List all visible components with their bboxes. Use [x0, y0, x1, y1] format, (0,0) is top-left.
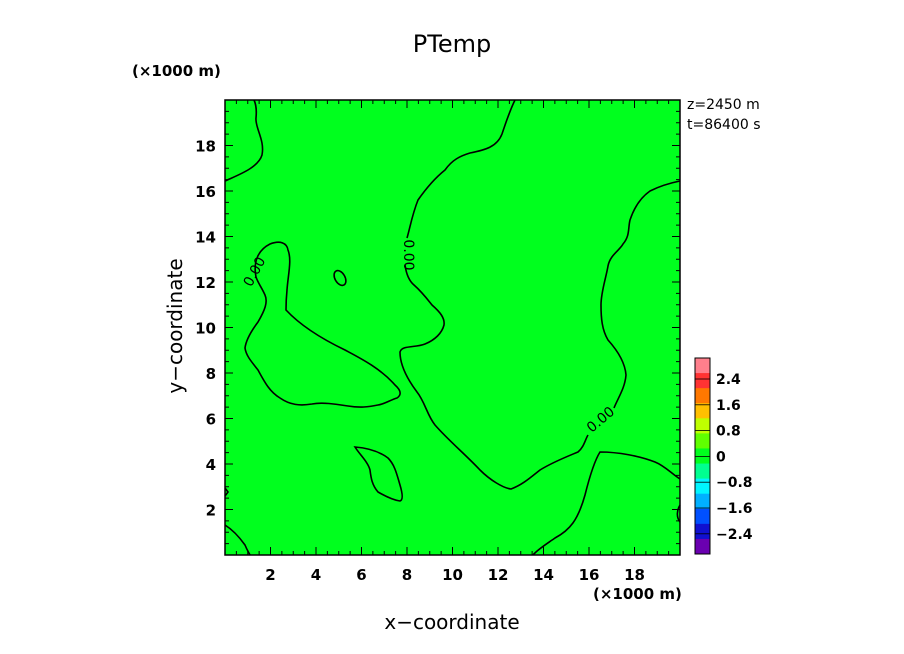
x-tick-label: 6 — [356, 566, 366, 584]
time-label: t=86400 s — [687, 117, 761, 133]
y-tick-label: 2 — [206, 502, 216, 520]
x-axis-label-text: x−coordinate — [384, 610, 520, 634]
axes: 2 4 6 8 10 12 14 16 18 2 4 6 8 10 12 14 16 18 — [195, 99, 681, 584]
chart-title: PTemp — [412, 30, 492, 58]
colorbar-segment — [695, 403, 710, 419]
x-tick-label: 16 — [579, 566, 600, 584]
x-tick-label: 10 — [442, 566, 463, 584]
colorbar-segment — [695, 358, 710, 374]
colorbar-segment — [695, 418, 710, 434]
x-tick-label: 18 — [624, 566, 645, 584]
colorbar-tick-label: −0.8 — [716, 475, 753, 491]
y-tick-label: 10 — [195, 320, 216, 338]
x-tick-label: 14 — [533, 566, 554, 584]
contour-lower-right — [532, 451, 681, 556]
colorbar-tick-label: −1.6 — [716, 501, 753, 517]
y-tick-label: 14 — [195, 229, 216, 247]
colorbar-segment — [695, 478, 710, 495]
contour-south-lobe — [353, 446, 404, 502]
x-tick-label: 8 — [402, 566, 412, 584]
colorbar-tick-label: 0.8 — [716, 424, 741, 440]
z-level-label: z=2450 m — [687, 97, 760, 113]
contour-level-label: 0.00 — [400, 239, 416, 270]
colorbar-tick-label: 0 — [716, 449, 726, 465]
colorbar-segment — [695, 508, 710, 525]
colorbar-segment — [695, 433, 710, 449]
colorbar-tick-label: 2.4 — [716, 372, 741, 388]
y-tick-label: 4 — [206, 456, 216, 474]
plot-field — [225, 100, 680, 555]
contour-upper-left — [224, 99, 264, 182]
x-tick-label: 12 — [488, 566, 509, 584]
y-tick-label: 8 — [206, 365, 216, 383]
x-axis-unit: (×1000 m) — [593, 585, 682, 603]
contour-small-blob — [333, 269, 347, 287]
colorbar: 2.4 1.6 0.8 0 −0.8 −1.6 −2.4 — [694, 357, 753, 555]
colorbar-tick-label: 1.6 — [716, 398, 741, 414]
y-axis-unit: (×1000 m) — [132, 62, 221, 80]
colorbar-tick-label: −2.4 — [716, 527, 753, 543]
y-tick-label: 6 — [206, 411, 216, 429]
colorbar-segment — [695, 463, 710, 480]
colorbar-segment — [695, 388, 710, 404]
colorbar-segment — [695, 523, 710, 540]
colorbar-segment — [695, 493, 710, 510]
x-axis-label: x−coordinate — [0, 610, 904, 634]
colorbar-segment — [695, 538, 710, 555]
x-tick-label: 2 — [265, 566, 275, 584]
contour-main-boundary — [399, 99, 681, 490]
y-tick-label: 12 — [195, 274, 216, 292]
y-tick-label: 18 — [195, 138, 216, 156]
contour-left-lobe — [244, 241, 401, 408]
colorbar-segment — [695, 373, 710, 389]
y-tick-label: 16 — [195, 183, 216, 201]
x-tick-label: 4 — [311, 566, 321, 584]
contour-corner-ll — [224, 524, 251, 556]
contour-edge-left — [224, 487, 229, 497]
